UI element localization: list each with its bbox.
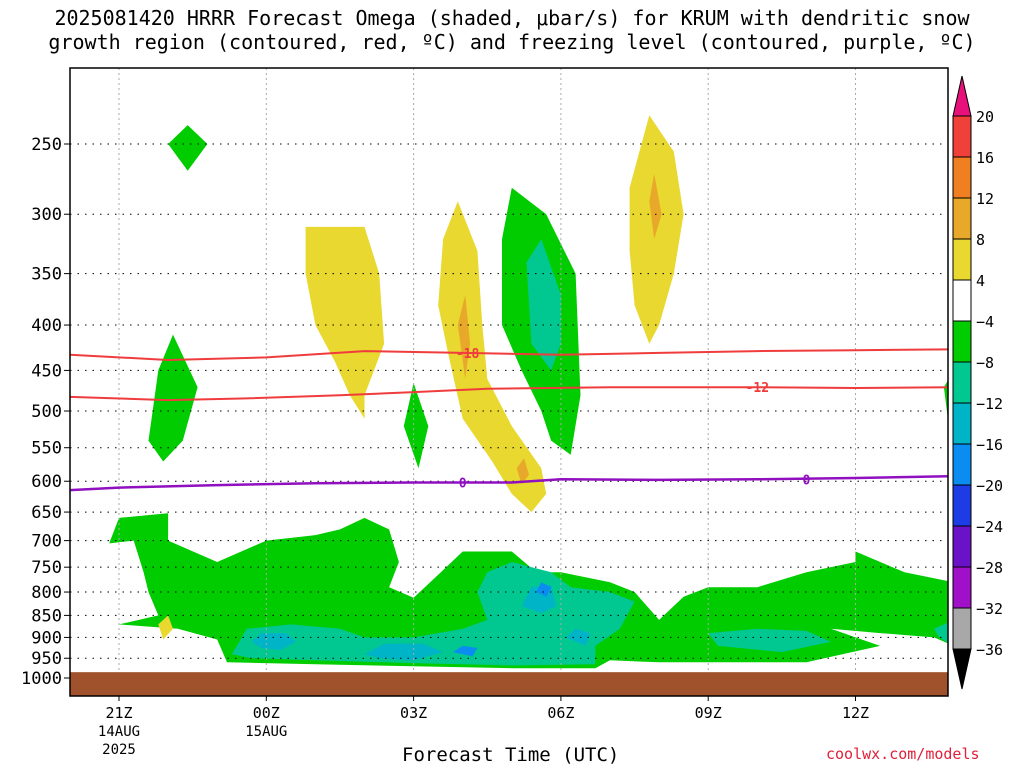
- colorbar-swatch: [952, 566, 972, 609]
- omega-band-yellow-2: [438, 201, 547, 513]
- colorbar-swatch: [952, 525, 972, 568]
- x-tick-label: 00Z: [253, 704, 280, 722]
- omega-blob-green-250: [168, 125, 208, 171]
- omega-core-orange-1: [457, 295, 471, 379]
- dgz-label-minus12: -12: [746, 381, 769, 396]
- colorbar-swatch: [952, 402, 972, 445]
- colorbar-swatch: [952, 197, 972, 240]
- omega-pocket-blue-2: [536, 582, 552, 597]
- x-tick-label: 09Z: [695, 704, 722, 722]
- credit-link[interactable]: coolwx.com/models: [826, 745, 980, 763]
- colorbar-swatch: [952, 361, 972, 404]
- colorbar-swatch: [952, 279, 972, 322]
- y-tick-label: 550: [31, 439, 62, 459]
- omega-blob-green-500: [148, 334, 198, 462]
- omega-blob-green-edge: [943, 380, 948, 420]
- x-tick-label: 03Z: [400, 704, 427, 722]
- title-line-2: growth region (contoured, red, ºC) and f…: [48, 30, 976, 54]
- y-tick-label: 600: [31, 472, 62, 492]
- x-tick-year: 2025: [102, 742, 136, 758]
- colorbar-label: −8: [976, 354, 994, 372]
- y-tick-label: 650: [31, 503, 62, 523]
- y-tick-label: 450: [31, 361, 62, 381]
- colorbar-bottom-arrow: [952, 648, 972, 690]
- dgz-contour: [70, 348, 948, 362]
- colorbar-label: 8: [976, 231, 985, 249]
- colorbar-swatch: [952, 115, 972, 158]
- colorbar-label: −24: [976, 518, 1003, 536]
- colorbar-label: 20: [976, 108, 994, 126]
- x-tick-label: 06Z: [547, 704, 574, 722]
- colorbar-swatch: [952, 156, 972, 199]
- colorbar-label: −36: [976, 641, 1003, 659]
- omega-band-yellow-1: [305, 226, 385, 419]
- x-tick-date: 14AUG: [98, 724, 140, 740]
- y-tick-label: 300: [31, 205, 62, 225]
- omega-pocket-blue-1: [452, 645, 478, 657]
- colorbar-swatch: [952, 320, 972, 363]
- y-tick-label: 800: [31, 583, 62, 603]
- colorbar-label: −4: [976, 313, 994, 331]
- omega-blob-teal-upper: [526, 239, 561, 371]
- x-tick-label: 12Z: [842, 704, 869, 722]
- y-tick-label: 350: [31, 265, 62, 285]
- y-tick-label: 500: [31, 402, 62, 422]
- y-tick-label: 1000: [21, 669, 62, 689]
- colorbar-label: −16: [976, 436, 1003, 454]
- plot-area: -18 -12 0 0: [70, 68, 948, 696]
- x-tick-date: 15AUG: [245, 724, 287, 740]
- y-tick-label: 950: [31, 649, 62, 669]
- omega-pocket-cyan-2: [364, 643, 444, 661]
- colorbar-swatch: [952, 238, 972, 281]
- omega-region-teal-edge: [934, 622, 948, 643]
- colorbar-top-arrow: [952, 75, 972, 117]
- omega-blob-yellow-900: [158, 615, 173, 640]
- y-tick-label: 850: [31, 606, 62, 626]
- omega-pocket-cyan-1: [251, 633, 296, 650]
- colorbar-label: 16: [976, 149, 994, 167]
- colorbar-label: −32: [976, 600, 1003, 618]
- y-tick-label: 250: [31, 135, 62, 155]
- freezing-label-0: 0: [459, 477, 467, 492]
- dgz-label-minus18: -18: [456, 347, 480, 362]
- freezing-level-contour: [70, 474, 948, 492]
- y-tick-label: 700: [31, 532, 62, 552]
- y-tick-label: 400: [31, 316, 62, 336]
- omega-blob-green-520: [403, 383, 429, 469]
- y-tick-label: 900: [31, 628, 62, 648]
- colorbar-label: −28: [976, 559, 1003, 577]
- colorbar-swatch: [952, 607, 972, 650]
- omega-core-orange-2: [516, 458, 529, 485]
- omega-pocket-cyan-4: [565, 628, 591, 646]
- dgz-contour: [70, 386, 948, 402]
- plot-frame: [69, 67, 949, 697]
- chart-title: 2025081420 HRRR Forecast Omega (shaded, …: [0, 6, 1024, 54]
- title-line-1: 2025081420 HRRR Forecast Omega (shaded, …: [54, 6, 970, 30]
- ground-surface: [70, 672, 948, 696]
- colorbar-label: −12: [976, 395, 1003, 413]
- omega-region-teal-right: [708, 628, 831, 653]
- colorbar-swatch: [952, 443, 972, 486]
- colorbar-label: 4: [976, 272, 985, 290]
- freezing-label-0: 0: [802, 473, 810, 488]
- y-tick-label: 750: [31, 558, 62, 578]
- x-tick-label: 21Z: [105, 704, 132, 722]
- colorbar-label: −20: [976, 477, 1003, 495]
- colorbar-label: 12: [976, 190, 994, 208]
- omega-core-orange-3: [649, 173, 662, 240]
- colorbar-swatch: [952, 484, 972, 527]
- x-axis-label: Forecast Time (UTC): [402, 744, 620, 766]
